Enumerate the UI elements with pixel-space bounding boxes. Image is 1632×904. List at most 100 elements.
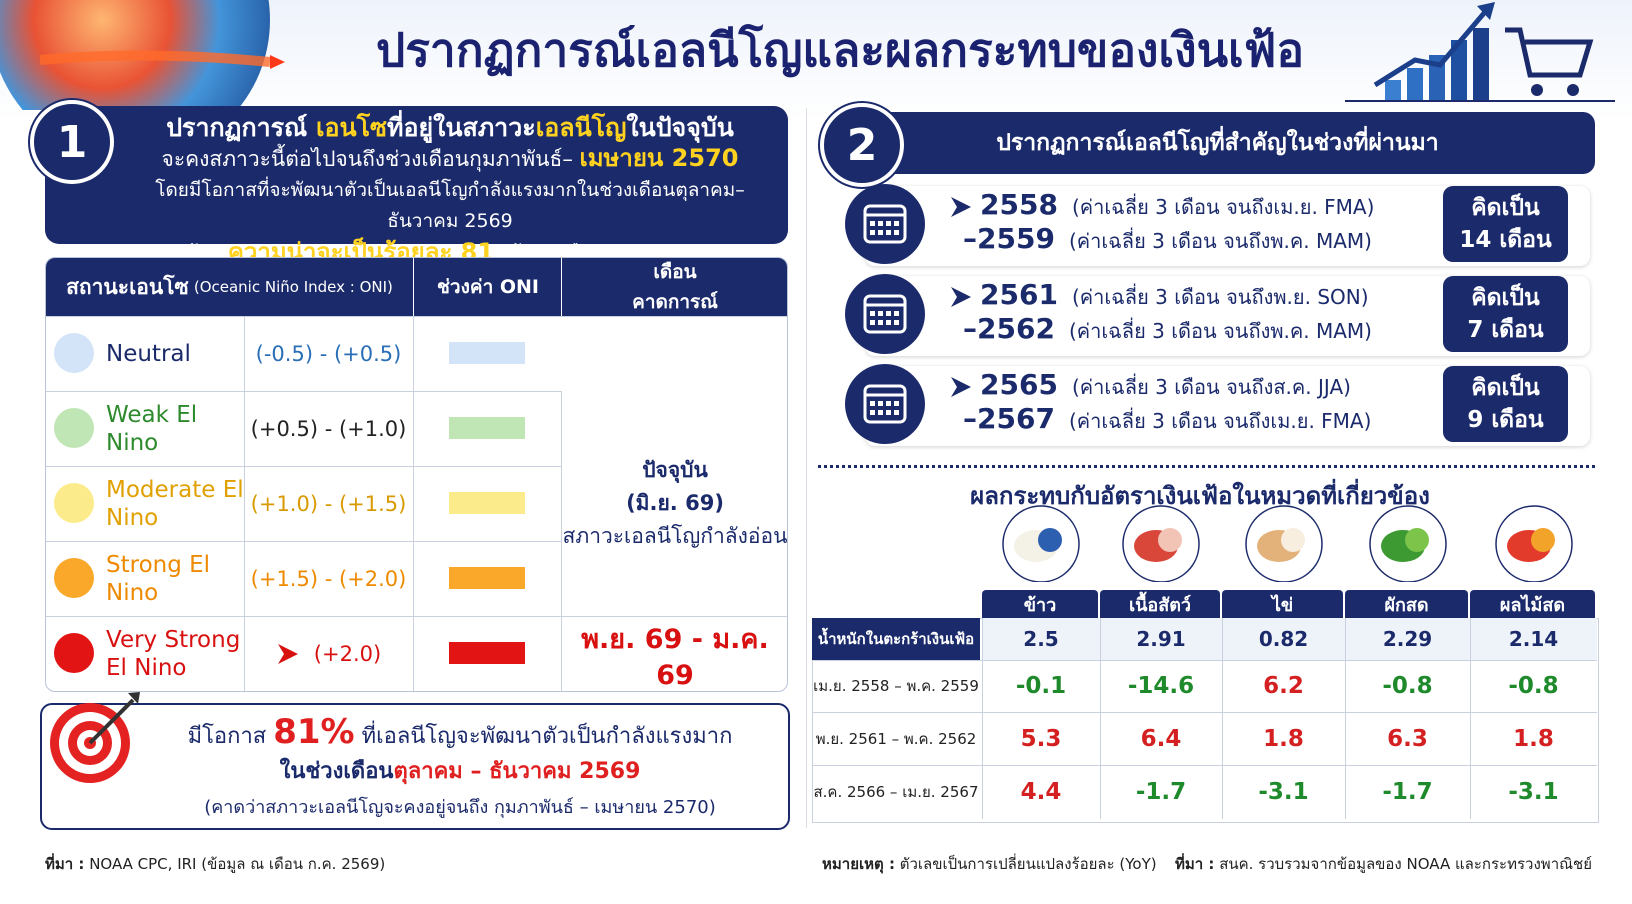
range-text: (-0.5) - (+0.5) (255, 341, 402, 366)
headline-line: จะคงสภาวะนี้ต่อไปจนถึงช่วงเดือนกุมภาพันธ… (120, 143, 780, 175)
status-dot (54, 408, 94, 448)
icon-dot (878, 320, 883, 325)
icon-dot (878, 410, 883, 415)
section1-banner (45, 106, 788, 244)
event-line: 2561 (ค่าเฉลี่ย 3 เดือน จนถึงพ.ย. SON) (980, 278, 1369, 313)
col-line (1470, 765, 1471, 819)
impact-value: 2.91 (1136, 627, 1186, 651)
category-header: ผลไม้สด (1470, 590, 1595, 618)
row-label: เม.ย. 2558 – พ.ค. 2559 (813, 677, 979, 695)
icon-dot (878, 221, 883, 226)
duration-box: คิดเป็น 14 เดือน (1443, 186, 1568, 262)
row-line (812, 765, 1597, 766)
event-note: (ค่าเฉลี่ย 3 เดือน จนถึงพ.ย. SON) (1071, 285, 1369, 309)
category-header: ข้าว (982, 590, 1098, 618)
impact-value: 1.8 (1513, 725, 1554, 752)
arrow-icon (951, 287, 971, 307)
impact-value: -0.1 (1015, 673, 1067, 699)
icon-dot (886, 221, 891, 226)
icon-dot (886, 311, 891, 316)
col-line (413, 616, 414, 691)
source-note: ที่มา : สนค. รวบรวมจากข้อมูลของ NOAA และ… (1175, 852, 1592, 876)
event-year: –2559 (963, 222, 1055, 255)
dotted-divider (818, 465, 1595, 468)
highlight: ตุลาคม – ธันวาคม 2569 (393, 759, 641, 784)
status-dot (54, 558, 94, 598)
icon-dot (870, 221, 875, 226)
col-line (1100, 618, 1101, 660)
range-cell: (+1.5) - (+2.0) (244, 541, 413, 616)
arrow-icon (951, 377, 971, 397)
icon-shape (1404, 528, 1429, 552)
status-name: Strong El Nino (106, 551, 211, 606)
forecast-text: สภาวะเอลนีโญกำลังอ่อน (562, 524, 788, 548)
header-cell: เดือน คาดการณ์ (561, 258, 787, 316)
col-line (244, 316, 245, 391)
forecast-current: ปัจจุบัน (มิ.ย. 69) สภาวะเอลนีโญกำลังอ่อ… (561, 391, 788, 616)
arrow-icon (951, 197, 971, 217)
event-note: (ค่าเฉลี่ย 3 เดือน จนถึงพ.ค. MAM) (1068, 319, 1372, 343)
icon-shape (1158, 528, 1182, 552)
impact-value: -0.8 (1508, 673, 1559, 699)
headline-line: ปรากฏการณ์ เอนโซที่อยู่ในสภาวะเอลนีโญในป… (120, 112, 780, 143)
header-note: (Oceanic Niño Index : ONI) (193, 278, 393, 296)
event-note: (ค่าเฉลี่ย 3 เดือน จนถึงเม.ย. FMA) (1071, 195, 1375, 219)
section-number: 1 (30, 100, 114, 184)
icon-dot (870, 401, 875, 406)
event-line: –2567 (ค่าเฉลี่ย 3 เดือน จนถึงเม.ย. FMA) (963, 402, 1371, 437)
status-name: Very Strong El Nino (106, 626, 241, 681)
col-line (1470, 618, 1471, 660)
status-name: Neutral (106, 340, 191, 367)
impact-value: 6.3 (1387, 725, 1428, 752)
col-line (1345, 712, 1346, 765)
arrow (951, 197, 971, 217)
col-line (1222, 660, 1223, 712)
row-line (46, 616, 787, 617)
icon-dot (870, 230, 875, 235)
forecast-strong: พ.ย. 69 - ม.ค. 69 (561, 616, 787, 691)
icon-dot (878, 401, 883, 406)
row-label: น้ำหนักในตะกร้าเงินเฟ้อ (812, 618, 980, 660)
arrow (951, 287, 971, 307)
note: หมายเหตุ : ตัวเลขเป็นการเปลี่ยนแปลงร้อยล… (822, 852, 1157, 876)
weight-row-bg (982, 618, 1597, 660)
event-year: –2562 (963, 312, 1055, 345)
col-line (1470, 660, 1471, 712)
col-line (982, 660, 983, 712)
range-cell: (-0.5) - (+0.5) (244, 316, 413, 391)
col-line (413, 541, 414, 616)
icon-shape (1530, 528, 1555, 552)
icon-body (863, 384, 907, 424)
icon-dot (894, 230, 899, 235)
impact-value: -3.1 (1508, 779, 1559, 805)
col-line (413, 316, 414, 391)
arrow (277, 643, 298, 664)
header-text: เดือน (653, 261, 697, 283)
impact-value: 5.3 (1020, 725, 1062, 752)
icon-dot (870, 320, 875, 325)
col-line (1345, 618, 1346, 660)
text: มีโอกาส (187, 724, 274, 749)
callout-text: มีโอกาส 81% ที่เอลนีโญจะพัฒนาตัวเป็นกำลั… (150, 712, 770, 821)
row-line (812, 712, 1597, 713)
row-label: ส.ค. 2566 – เม.ย. 2567 (813, 783, 979, 801)
impact-value: -3.1 (1258, 779, 1309, 805)
col-line (982, 765, 983, 819)
header-cell: สถานะเอนโซ (Oceanic Niño Index : ONI) (46, 258, 413, 316)
duration-text: คิดเป็น (1471, 285, 1540, 311)
duration-text: 9 เดือน (1467, 407, 1544, 433)
impact-value: 2.14 (1508, 627, 1559, 651)
col-line (244, 391, 245, 466)
text: จะคงสภาวะนี้ต่อไปจนถึงช่วงเดือนกุมภาพันธ… (161, 147, 580, 171)
arrow-icon (277, 643, 298, 664)
col-line (413, 391, 414, 466)
range-cell: (+0.5) - (+1.0) (244, 391, 413, 466)
category-icon (1244, 505, 1323, 582)
event-line: –2559 (ค่าเฉลี่ย 3 เดือน จนถึงพ.ค. MAM) (963, 222, 1372, 257)
icon-dot (886, 320, 891, 325)
category-header: ไข่ (1222, 590, 1343, 618)
event-year: 2561 (980, 278, 1058, 311)
row-line (46, 391, 561, 392)
source-label: ที่มา : (45, 855, 85, 873)
icon-dot (894, 401, 899, 406)
